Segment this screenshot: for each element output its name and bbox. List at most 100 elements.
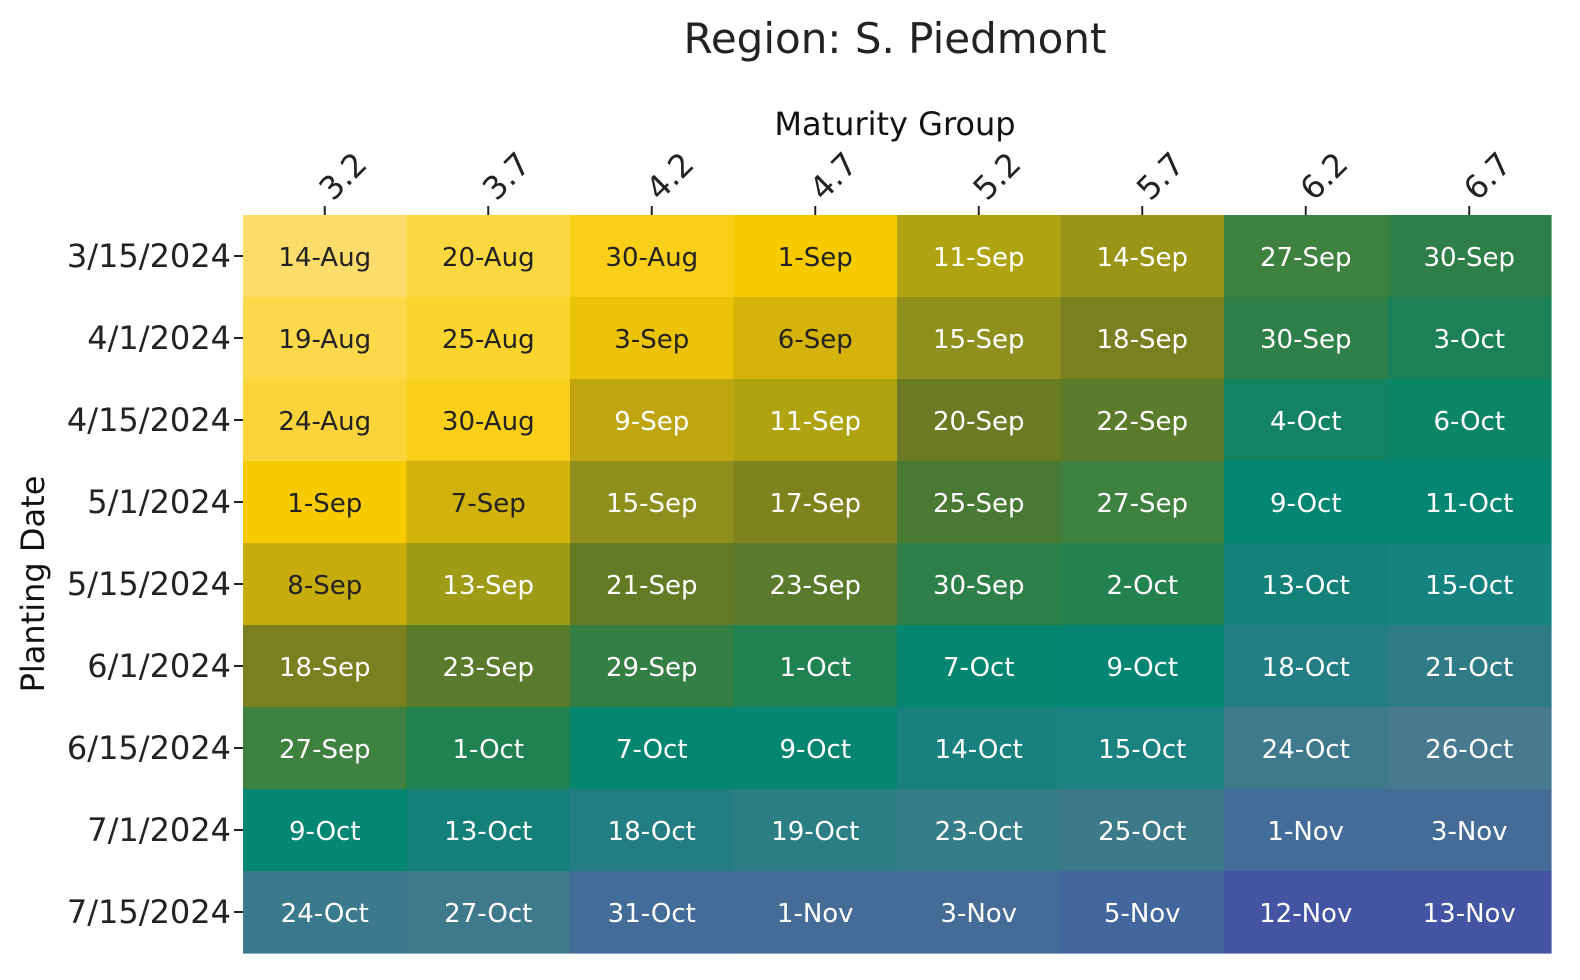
heatmap-cell (243, 789, 408, 872)
heatmap-cell (406, 215, 571, 298)
heatmap-cells: 14-Aug 20-Aug 30-Aug 1-Sep 11-Sep 14-Sep 27-Se… (243, 215, 1552, 954)
heatmap-cell (1224, 297, 1389, 380)
cell-value-label: 9-Oct (1106, 653, 1178, 683)
x-tick-label: 4.7 (802, 145, 865, 208)
cell-value-label: 3-Nov (1431, 817, 1508, 847)
cell-value-label: 24-Oct (281, 899, 369, 929)
cell-value-label: 9-Oct (779, 735, 851, 765)
heatmap-cell (243, 543, 408, 626)
heatmap-cell (570, 379, 735, 462)
heatmap-cell (1387, 625, 1552, 708)
y-tick-label: 5/15/2024 (67, 565, 231, 603)
cell-value-label: 1-Sep (778, 243, 853, 273)
cell-value-label: 18-Sep (1097, 325, 1188, 355)
heatmap-cell (570, 461, 735, 544)
heatmap-cell (243, 379, 408, 462)
heatmap-cell (406, 625, 571, 708)
heatmap-cell (570, 297, 735, 380)
x-tick-label: 5.7 (1129, 145, 1192, 208)
heatmap-cell (1387, 871, 1552, 954)
cell-value-label: 30-Aug (605, 243, 698, 273)
cell-value-label: 24-Oct (1262, 735, 1350, 765)
heatmap-cell (570, 789, 735, 872)
heatmap-cell (1224, 871, 1389, 954)
cell-value-label: 30-Sep (1424, 243, 1515, 273)
heatmap-cell (1060, 789, 1225, 872)
heatmap-cell (243, 215, 408, 298)
x-tick-label: 3.7 (475, 145, 538, 208)
cell-value-label: 3-Sep (614, 325, 689, 355)
x-axis-label: Maturity Group (774, 105, 1015, 143)
heatmap-cell (897, 379, 1062, 462)
cell-value-label: 1-Sep (287, 489, 362, 519)
cell-value-label: 19-Oct (771, 817, 859, 847)
heatmap-cell (1387, 215, 1552, 298)
heatmap-cell (406, 297, 571, 380)
cell-value-label: 15-Oct (1098, 735, 1186, 765)
cell-value-label: 1-Nov (1267, 817, 1344, 847)
cell-value-label: 14-Aug (278, 243, 371, 273)
heatmap-cell (406, 543, 571, 626)
chart-title: Region: S. Piedmont (684, 14, 1107, 63)
cell-value-label: 6-Sep (778, 325, 853, 355)
heatmap-cell (243, 625, 408, 708)
cell-value-label: 19-Aug (278, 325, 371, 355)
heatmap-cell (1060, 297, 1225, 380)
cell-value-label: 23-Sep (443, 653, 534, 683)
y-tick-label: 3/15/2024 (67, 237, 231, 275)
x-tick-label: 5.2 (966, 145, 1029, 208)
heatmap-cell (1060, 625, 1225, 708)
cell-value-label: 13-Nov (1423, 899, 1516, 929)
cell-value-label: 18-Oct (1262, 653, 1350, 683)
cell-value-label: 27-Oct (444, 899, 532, 929)
heatmap-cell (897, 297, 1062, 380)
heatmap-cell (733, 871, 898, 954)
heatmap-cell (1224, 625, 1389, 708)
cell-value-label: 11-Sep (933, 243, 1024, 273)
heatmap-cell (243, 297, 408, 380)
cell-value-label: 1-Oct (452, 735, 524, 765)
cell-value-label: 1-Nov (777, 899, 854, 929)
cell-value-label: 17-Sep (770, 489, 861, 519)
heatmap-cell (1387, 297, 1552, 380)
x-tick-label: 6.2 (1293, 145, 1356, 208)
heatmap-cell (1387, 543, 1552, 626)
y-axis-ticks: 3/15/2024 4/1/2024 4/15/2024 5/1/2024 5/15/2… (67, 237, 243, 931)
heatmap-cell (897, 543, 1062, 626)
heatmap-cell (733, 461, 898, 544)
heatmap-cell (243, 461, 408, 544)
heatmap-cell (570, 707, 735, 790)
cell-value-label: 9-Oct (289, 817, 361, 847)
y-tick-label: 5/1/2024 (87, 483, 231, 521)
heatmap-cell (570, 871, 735, 954)
y-tick-label: 7/15/2024 (67, 893, 231, 931)
cell-value-label: 23-Sep (770, 571, 861, 601)
cell-value-label: 15-Sep (933, 325, 1024, 355)
x-tick-label: 4.2 (639, 145, 702, 208)
heatmap-cell (1387, 707, 1552, 790)
cell-value-label: 8-Sep (287, 571, 362, 601)
cell-value-label: 7-Oct (943, 653, 1015, 683)
cell-value-label: 15-Sep (606, 489, 697, 519)
cell-value-label: 27-Sep (1097, 489, 1188, 519)
cell-value-label: 7-Sep (451, 489, 526, 519)
cell-value-label: 6-Oct (1433, 407, 1505, 437)
cell-value-label: 11-Oct (1425, 489, 1513, 519)
heatmap-cell (733, 215, 898, 298)
heatmap-cell (243, 707, 408, 790)
heatmap-cell (733, 379, 898, 462)
heatmap-cell (1387, 461, 1552, 544)
heatmap-cell (1060, 215, 1225, 298)
heatmap-cell (897, 871, 1062, 954)
cell-value-label: 5-Nov (1104, 899, 1181, 929)
heatmap-cell (570, 625, 735, 708)
cell-value-label: 21-Oct (1425, 653, 1513, 683)
heatmap-cell (1060, 379, 1225, 462)
cell-value-label: 3-Oct (1433, 325, 1505, 355)
heatmap-cell (406, 871, 571, 954)
x-tick-label: 3.2 (312, 145, 375, 208)
cell-value-label: 4-Oct (1270, 407, 1342, 437)
cell-value-label: 2-Oct (1106, 571, 1178, 601)
heatmap-cell (1224, 215, 1389, 298)
